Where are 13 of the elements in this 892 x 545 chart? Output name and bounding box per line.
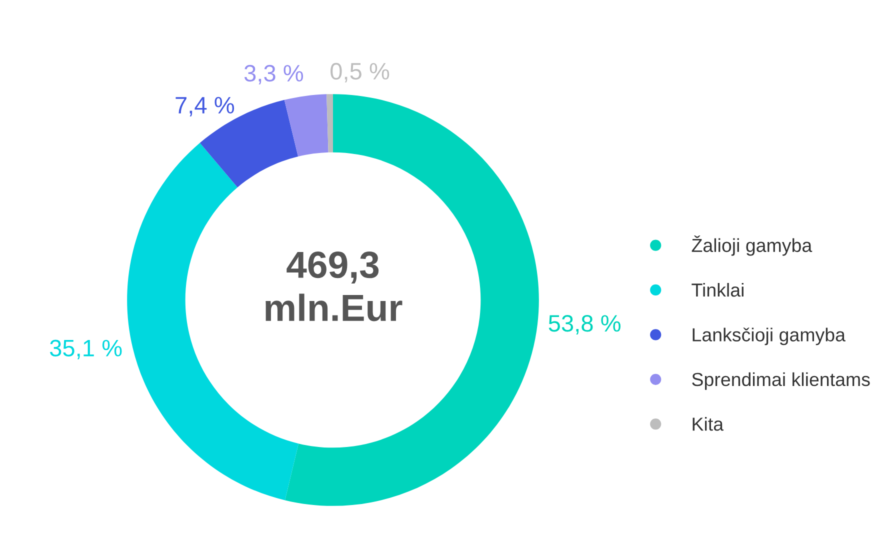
legend-label: Lanksčioji gamyba bbox=[692, 328, 846, 346]
legend-label: Sprendimai klientams bbox=[692, 372, 870, 390]
donut-slice bbox=[326, 94, 333, 152]
data-label: 7,4 % bbox=[176, 96, 234, 116]
legend-label: Kita bbox=[692, 417, 724, 431]
data-label: 35,1 % bbox=[50, 340, 122, 360]
data-label: 0,5 % bbox=[330, 62, 390, 82]
data-label: 53,8 % bbox=[548, 315, 620, 335]
donut-slice bbox=[284, 94, 328, 156]
legend-label: Žalioji gamyba bbox=[692, 236, 812, 256]
data-label: 3,3 % bbox=[244, 64, 304, 84]
legend-label: Tinklai bbox=[692, 282, 744, 297]
text: 469,3 mln.Eur bbox=[266, 252, 402, 322]
